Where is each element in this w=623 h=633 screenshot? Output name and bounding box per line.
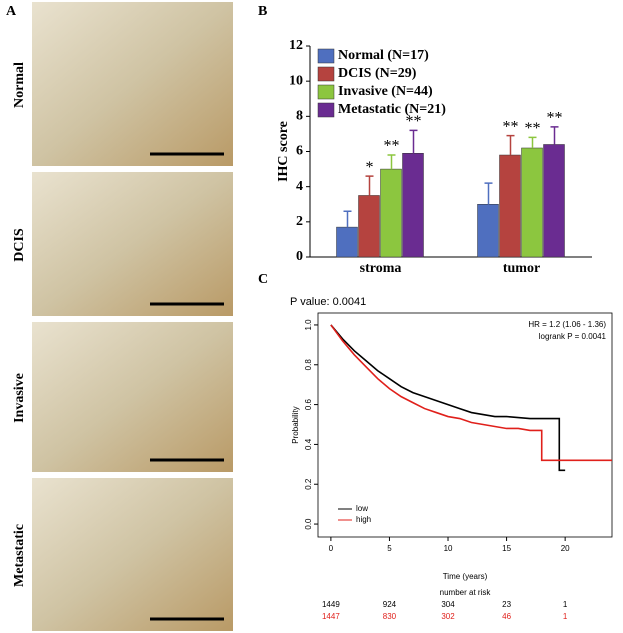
legend-label: DCIS (N=29) (338, 66, 417, 81)
image-label: Invasive (12, 373, 27, 423)
panel-label: B (258, 4, 267, 19)
y-tick-label: 8 (296, 109, 303, 124)
y-tick-label: 0.2 (304, 478, 313, 490)
legend-swatch (317, 84, 335, 100)
image-label: Metastatic (12, 524, 27, 587)
risk-count: 23 (502, 600, 511, 609)
error-bar (506, 134, 515, 156)
x-tick-label: 0 (329, 544, 334, 553)
significance-label: * (366, 159, 374, 176)
error-bar (550, 126, 559, 145)
annotation: logrank P = 0.0041 (539, 332, 607, 341)
error-bar (343, 210, 352, 228)
bar (477, 204, 499, 258)
risk-count: 1449 (322, 600, 340, 609)
survival-curve (330, 324, 566, 472)
bar (543, 144, 565, 258)
x-tick-label: 20 (561, 544, 570, 553)
x-axis-label: Time (years) (443, 572, 488, 581)
risk-count: 46 (502, 612, 511, 621)
legend-label: Invasive (N=44) (338, 84, 433, 99)
legend-swatch (317, 48, 335, 64)
legend-swatch (317, 66, 335, 82)
y-tick-label: 0.8 (304, 359, 313, 371)
km-title: P value: 0.0041 (290, 296, 366, 308)
risk-count: 304 (441, 600, 455, 609)
significance-label: ** (384, 138, 400, 155)
error-bar (409, 129, 418, 154)
histology-image (32, 172, 233, 316)
risk-count: 302 (441, 612, 455, 621)
legend-label: Metastatic (N=21) (338, 102, 446, 117)
significance-label: ** (525, 120, 541, 137)
annotation: HR = 1.2 (1.06 - 1.36) (528, 320, 606, 329)
survival-curve (330, 324, 612, 462)
legend-swatch (317, 102, 335, 118)
x-tick-label: 5 (387, 544, 392, 553)
y-tick-label: 0.6 (304, 398, 313, 410)
significance-label: ** (503, 118, 519, 135)
histology-image (32, 322, 233, 472)
y-axis-label: IHC score (276, 121, 291, 182)
risk-count: 1447 (322, 612, 340, 621)
panel-label: C (258, 272, 268, 287)
risk-count: 1 (563, 600, 568, 609)
image-label: Normal (12, 62, 27, 108)
y-tick-label: 0.0 (304, 518, 313, 530)
significance-label: ** (406, 113, 422, 130)
bar (521, 147, 543, 258)
y-tick-label: 10 (289, 73, 303, 88)
y-tick-label: 0 (296, 249, 303, 264)
significance-label: ** (547, 110, 563, 127)
x-tick-label: 15 (502, 544, 511, 553)
bar (358, 195, 380, 258)
bar (336, 226, 358, 258)
bar (380, 168, 402, 258)
plot-frame (317, 312, 613, 538)
bar (402, 153, 424, 258)
y-tick-label: 12 (289, 38, 303, 53)
risk-count: 1 (563, 612, 568, 621)
histology-image (32, 478, 233, 631)
legend-label: low (356, 504, 368, 513)
x-tick-label: 10 (444, 544, 453, 553)
error-bar (365, 175, 374, 196)
y-tick-label: 2 (296, 214, 303, 229)
legend-label: high (356, 515, 371, 524)
x-tick-label: stroma (360, 261, 402, 276)
histology-image (32, 2, 233, 166)
legend-label: Normal (N=17) (338, 48, 429, 63)
error-bar (528, 136, 537, 148)
y-axis-label: Probability (291, 406, 300, 443)
panel-label: A (6, 4, 17, 19)
risk-count: 924 (383, 600, 397, 609)
y-tick-label: 1.0 (304, 319, 313, 331)
x-tick-label: tumor (503, 261, 540, 276)
bar (499, 154, 521, 258)
risk-count: 830 (383, 612, 397, 621)
y-tick-label: 6 (296, 144, 303, 159)
error-bar (484, 182, 493, 205)
image-label: DCIS (12, 228, 27, 262)
y-tick-label: 4 (296, 179, 303, 194)
risk-title: number at risk (440, 588, 492, 597)
y-tick-label: 0.4 (304, 438, 313, 450)
error-bar (387, 154, 396, 170)
